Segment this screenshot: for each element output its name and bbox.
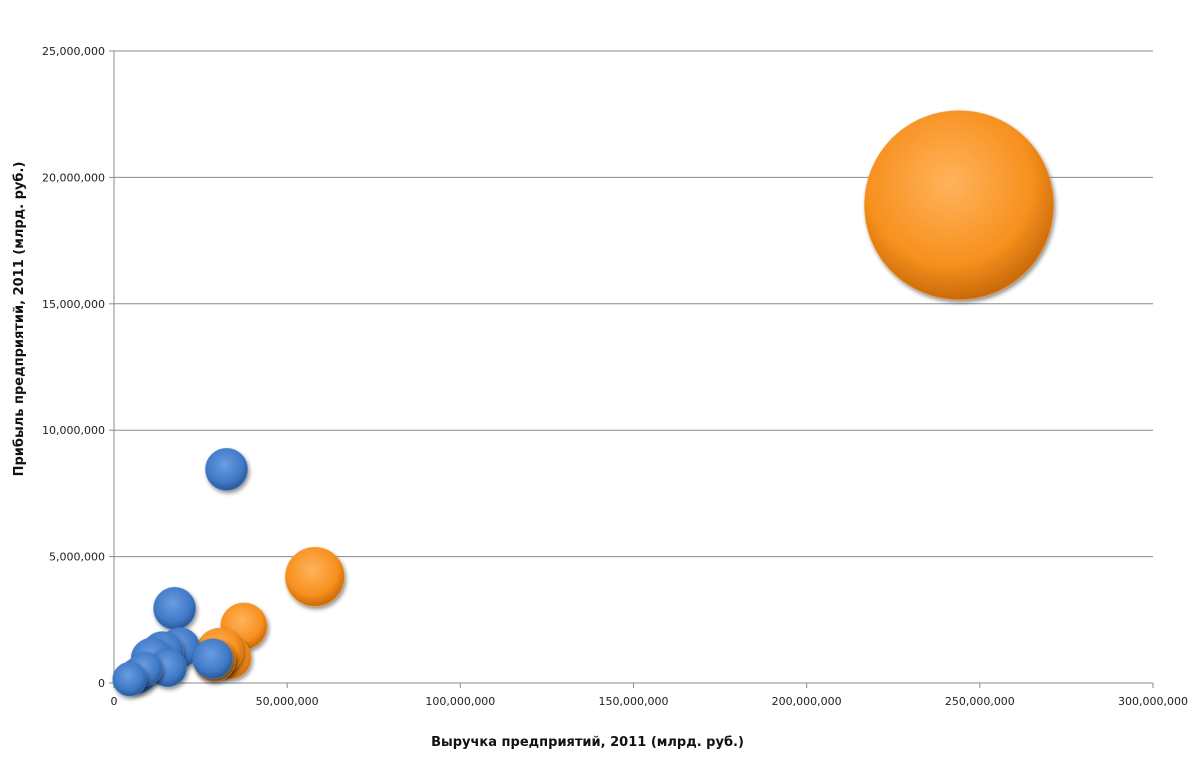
y-axis-title: Прибыль предприятий, 2011 (млрд. руб.) [12,162,27,477]
bubble-point [192,638,234,680]
y-tick-label: 5,000,000 [49,551,105,564]
x-tick-label: 50,000,000 [256,695,319,708]
y-tick-label: 10,000,000 [42,424,105,437]
x-tick-label: 100,000,000 [425,695,495,708]
x-tick-label: 150,000,000 [599,695,669,708]
y-tick-label: 0 [98,677,105,690]
bubble-point [284,546,345,607]
bubble-point [112,661,147,697]
y-tick-label: 25,000,000 [42,45,105,58]
tick-labels: 0 5,000,000 10,000,000 15,000,000 20,000,000… [42,45,1188,708]
x-axis-title: Выручка предприятий, 2011 (млрд. руб.) [431,735,744,750]
bubble-point [205,447,249,491]
bubble-point [864,110,1055,301]
x-tick-label: 0 [111,695,118,708]
bubbles [112,110,1055,697]
y-tick-label: 20,000,000 [42,171,105,184]
x-tick-label: 300,000,000 [1118,695,1188,708]
bubble-point [153,586,197,630]
x-tick-label: 200,000,000 [772,695,842,708]
y-tick-label: 15,000,000 [42,298,105,311]
x-tick-label: 250,000,000 [945,695,1015,708]
